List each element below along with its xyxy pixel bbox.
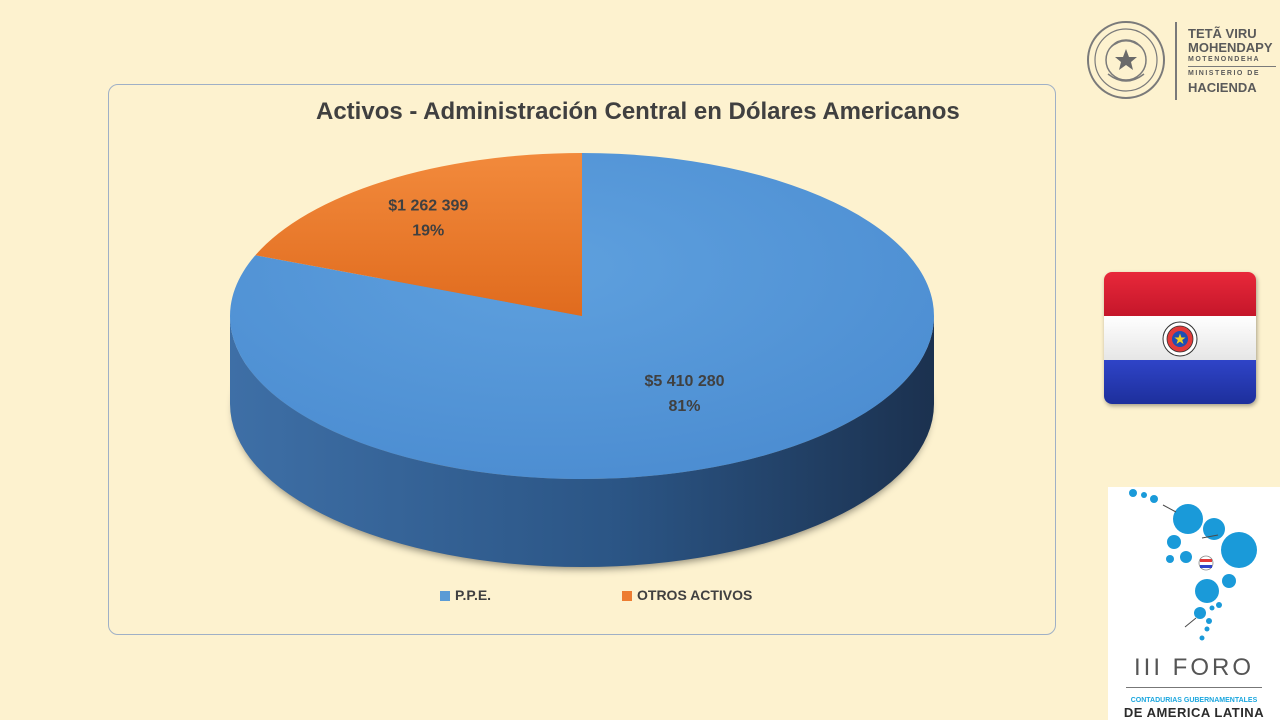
- pie-side-wall-ppe: [230, 316, 934, 567]
- legend-item-ppe: P.P.E.: [440, 587, 491, 603]
- forum-subtitle: CONTADURIAS GUBERNAMENTALES: [1130, 697, 1258, 704]
- paraguay-seal-icon: [1087, 21, 1165, 99]
- latin-america-dots-icon: [1129, 489, 1257, 641]
- ministry-text-line2: MOHENDAPY: [1188, 40, 1273, 55]
- flag-emblem-icon: [1162, 321, 1198, 357]
- pie-slice-ppe: [229, 153, 934, 480]
- legend-item-otros-activos: OTROS ACTIVOS: [622, 587, 752, 603]
- legend-swatch-otros-activos: [622, 591, 632, 601]
- data-label-value-ppe: $5 410 280: [644, 373, 724, 390]
- ministry-logo: [1087, 21, 1276, 100]
- ministry-text-line3: MOTENONDEHA: [1188, 56, 1261, 63]
- flag-blue-band: [1104, 360, 1256, 404]
- data-label-percent-otros-activos: 19%: [412, 223, 444, 240]
- forum-divider: [1126, 687, 1262, 688]
- pie-slice-otros-activos: [255, 153, 582, 316]
- flag-red-band: [1104, 272, 1256, 316]
- legend-swatch-ppe: [440, 591, 450, 601]
- data-label-percent-ppe: 81%: [668, 398, 700, 415]
- logo-divider: [1175, 22, 1177, 100]
- chart-title: Activos - Administración Central en Dóla…: [316, 98, 960, 125]
- forum-subtitle-2: DE AMERICA LATINA: [1123, 705, 1265, 720]
- ministry-text-line5: HACIENDA: [1188, 80, 1257, 95]
- ministry-text-line1: TETÃ VIRU: [1188, 26, 1257, 41]
- logo-rule: [1188, 66, 1276, 67]
- ministry-text-line4: MINISTERIO DE: [1188, 70, 1261, 77]
- chart-panel: [108, 84, 1056, 635]
- data-label-value-otros-activos: $1 262 399: [388, 198, 468, 215]
- paraguay-flag-icon: [1104, 272, 1256, 404]
- legend-label-otros-activos: OTROS ACTIVOS: [637, 587, 753, 603]
- legend-label-ppe: P.P.E.: [455, 587, 492, 603]
- forum-title: III FORO: [1134, 654, 1254, 681]
